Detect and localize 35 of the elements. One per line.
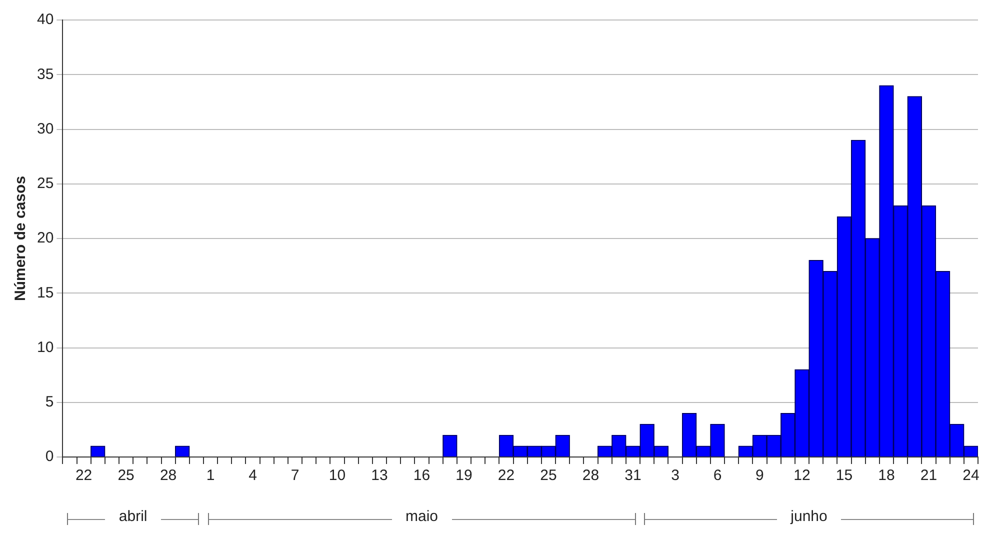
x-tick-label: 31 (624, 467, 642, 484)
x-tick-label: 24 (962, 467, 980, 484)
x-tick-label: 12 (794, 467, 810, 484)
x-tick-label: 15 (836, 467, 853, 484)
x-tick-label: 28 (582, 467, 600, 484)
x-tick-label: 22 (498, 467, 515, 484)
x-tick-label: 19 (456, 467, 472, 484)
x-tick-label: 6 (713, 467, 722, 484)
y-tick-label: 0 (45, 448, 54, 466)
x-tick-label: 22 (75, 467, 92, 484)
x-tick-label: 1 (206, 467, 215, 484)
x-tick-label: 3 (671, 467, 680, 484)
x-tick-label: 10 (328, 467, 346, 484)
y-tick-label: 15 (36, 284, 54, 302)
y-tick-label: 40 (36, 11, 54, 28)
y-tick-label: 25 (36, 175, 54, 192)
x-tick-label: 13 (371, 467, 388, 484)
text: abril (104, 508, 162, 525)
y-tick-label: 10 (36, 338, 54, 356)
x-tick-label: 25 (540, 467, 557, 484)
text: junho (776, 508, 842, 525)
text: maio (392, 508, 452, 525)
y-tick-label: 5 (45, 394, 54, 411)
x-tick-label: 28 (160, 467, 177, 484)
x-tick-label: 18 (878, 467, 895, 484)
y-axis-title: Número de casos (12, 176, 30, 302)
x-tick-label: 7 (290, 467, 300, 484)
x-tick-label: 25 (118, 467, 134, 484)
x-tick-label: 16 (413, 467, 430, 484)
y-tick-label: 30 (36, 120, 54, 138)
x-tick-label: 4 (248, 467, 257, 484)
y-tick-label: 35 (36, 66, 54, 83)
y-tick-label: 20 (36, 230, 54, 247)
x-tick-label: 9 (756, 467, 764, 484)
x-tick-label: 21 (920, 467, 938, 484)
